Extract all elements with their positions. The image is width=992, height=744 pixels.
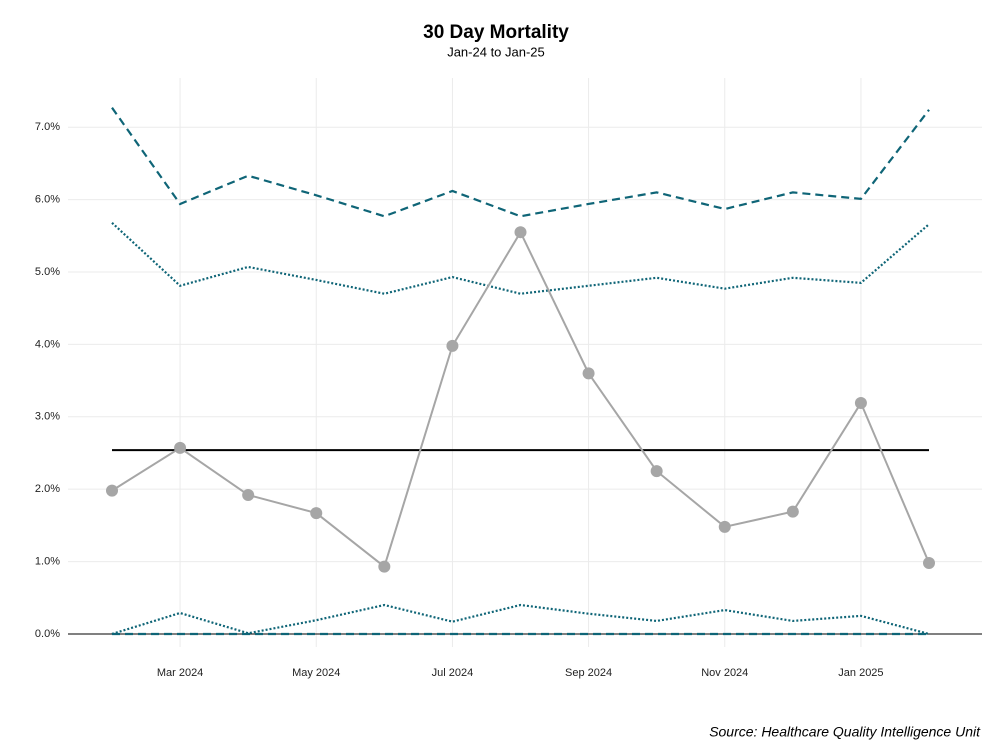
chart-subtitle: Jan-24 to Jan-25 (447, 44, 545, 59)
data-point (786, 505, 799, 518)
data-point (854, 397, 867, 410)
caption: Source: Healthcare Quality Intelligence … (709, 724, 981, 740)
data-point (174, 441, 187, 454)
y-tick-label: 2.0% (35, 483, 60, 495)
y-tick-label: 4.0% (35, 338, 60, 350)
data-point (310, 507, 323, 520)
data-point (582, 367, 595, 380)
data-point (378, 560, 391, 573)
y-tick-label: 0.0% (35, 628, 60, 640)
series-line (111, 230, 930, 569)
y-tick-label: 5.0% (35, 266, 60, 278)
x-tick-label: Jan 2025 (838, 667, 883, 679)
series-line (111, 221, 930, 295)
x-tick-label: Mar 2024 (157, 667, 203, 679)
data-point (242, 488, 255, 501)
data-point (650, 465, 663, 478)
data-point (923, 557, 935, 570)
y-tick-label: 3.0% (35, 411, 60, 423)
chart-title: 30 Day Mortality (423, 22, 569, 43)
data-point (106, 484, 118, 497)
x-tick-label: Sep 2024 (565, 667, 612, 679)
data-point (514, 226, 527, 239)
series-line (111, 603, 930, 636)
series-line (111, 107, 930, 218)
x-tick-label: Jul 2024 (432, 667, 474, 679)
x-tick-label: Nov 2024 (701, 667, 748, 679)
y-tick-label: 1.0% (35, 555, 60, 567)
y-tick-label: 6.0% (35, 194, 60, 206)
data-point (446, 339, 459, 352)
x-tick-label: May 2024 (292, 667, 340, 679)
y-tick-label: 7.0% (35, 121, 60, 133)
data-point (718, 520, 731, 533)
